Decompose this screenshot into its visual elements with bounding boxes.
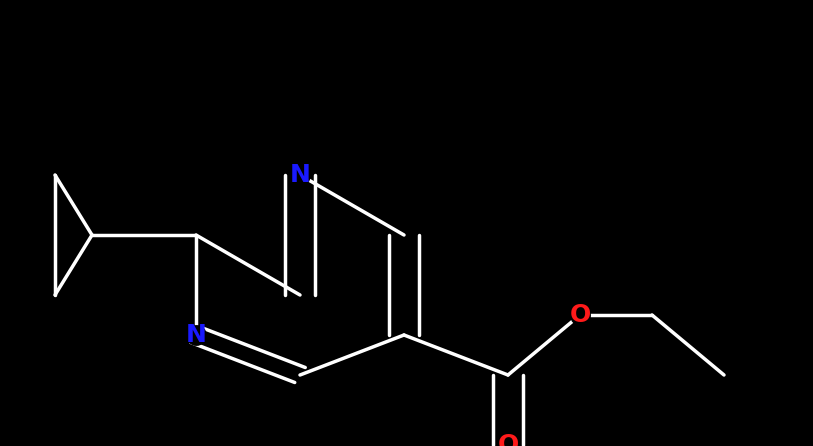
- Text: N: N: [185, 323, 207, 347]
- Text: O: O: [498, 433, 519, 446]
- Text: O: O: [569, 303, 590, 327]
- Text: N: N: [289, 163, 311, 187]
